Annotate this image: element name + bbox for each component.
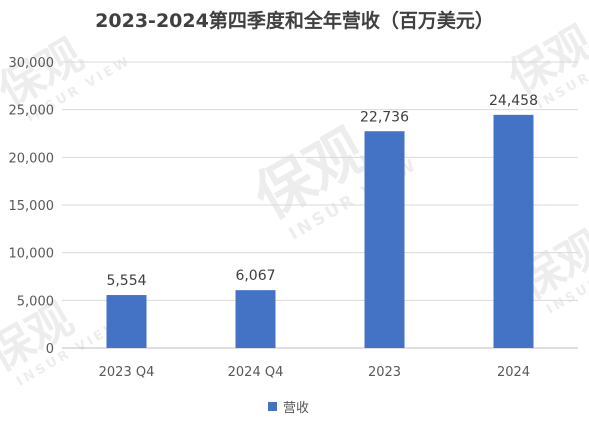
x-tick-label: 2023 [368,365,401,380]
bars [106,114,534,348]
legend-swatch [268,402,277,411]
data-label: 24,458 [489,93,538,109]
bar [364,131,405,348]
y-tick-label: 10,000 [9,247,55,262]
data-label: 6,067 [235,268,275,284]
x-tick-label: 2024 Q4 [228,365,284,380]
gridlines [62,61,578,349]
y-tick-label: 15,000 [9,199,55,214]
legend-label: 营收 [283,401,309,416]
y-tick-label: 20,000 [9,151,55,166]
y-tick-label: 5,000 [17,294,54,309]
x-tick-label: 2023 Q4 [99,365,155,380]
y-tick-label: 30,000 [9,56,55,71]
y-tick-label: 0 [46,342,54,357]
bar [235,290,276,348]
bar [493,114,534,348]
y-axis-ticks: 0 5,000 10,000 15,000 20,000 25,000 30,000 [9,56,55,357]
bar [106,295,147,348]
data-labels: 5,554 6,067 22,736 24,458 [106,93,538,289]
chart-title: 2023-2024第四季度和全年营收（百万美元） [95,10,494,32]
x-axis-ticks: 2023 Q4 2024 Q4 2023 2024 [99,365,530,380]
legend: 营收 [268,401,309,416]
x-tick-label: 2024 [497,365,530,380]
data-label: 5,554 [106,273,146,289]
y-tick-label: 25,000 [9,104,55,119]
data-label: 22,736 [360,109,409,125]
